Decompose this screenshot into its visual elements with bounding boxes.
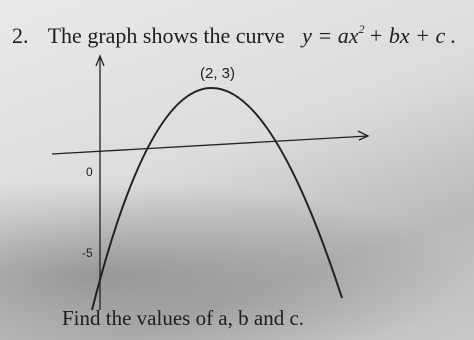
intercept-label: -5 xyxy=(82,246,93,260)
equation-part: y = ax xyxy=(302,23,359,48)
question-number: 2. xyxy=(12,23,29,48)
shadow xyxy=(0,180,474,340)
equation-part: + bx + c . xyxy=(368,23,457,48)
x-axis xyxy=(51,135,369,155)
equation-exponent: 2 xyxy=(358,22,365,36)
question-line: 2. The graph shows the curve y = ax2 + bx… xyxy=(12,22,456,49)
prompt: Find the values of a, b and c. xyxy=(62,306,305,330)
vertex-label: (2, 3) xyxy=(200,65,235,82)
equation: y = ax2 + bx + c . xyxy=(302,22,457,48)
y-arrow xyxy=(95,54,105,67)
question-text: The graph shows the curve xyxy=(47,23,285,48)
origin-label: 0 xyxy=(86,165,93,179)
curve xyxy=(91,87,343,311)
x-arrow xyxy=(357,130,370,141)
